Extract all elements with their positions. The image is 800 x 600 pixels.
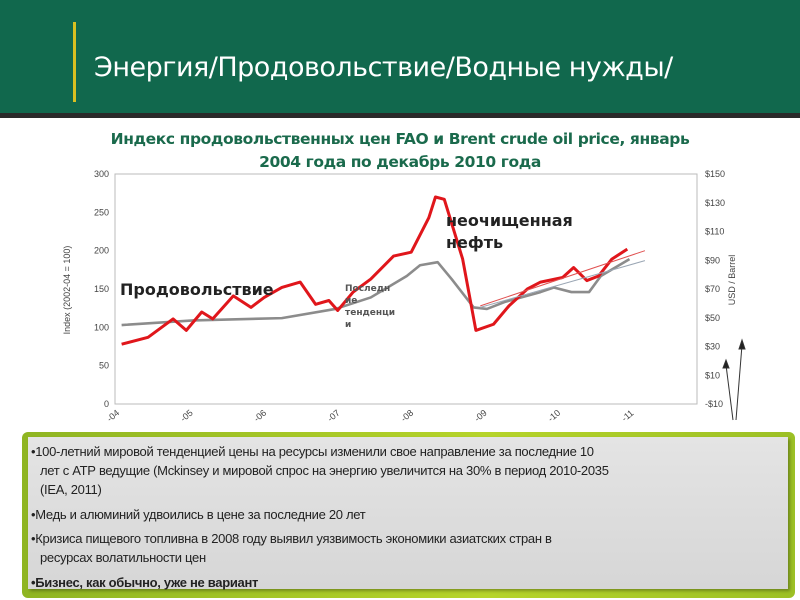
y2-axis-label: USD / Barrel — [727, 255, 737, 306]
y-tick-label: 250 — [94, 207, 109, 217]
slide-title: Энергия/Продовольствие/Водные нужды/ — [94, 52, 673, 83]
series-line-oil-trend — [480, 250, 646, 307]
y2-tick-label: $110 — [705, 227, 724, 237]
trend-annotation-line: тенденци — [345, 308, 396, 318]
series-line-food-trend — [480, 260, 646, 308]
y2-tick-label: $150 — [705, 169, 725, 179]
arrow-head — [738, 338, 746, 350]
y2-tick-label: -$10 — [705, 399, 723, 409]
bullet-2: •Медь и алюминий удвоились в цене за пос… — [31, 507, 366, 522]
x-tick-label: -04 — [105, 408, 121, 424]
y2-tick-label: $70 — [705, 284, 720, 294]
x-tick-label: -05 — [178, 408, 194, 424]
plot-frame — [114, 173, 698, 405]
y2-tick-label: $90 — [705, 255, 720, 265]
oil-annotation: неочищенная нефть — [446, 210, 573, 254]
y2-tick-label: $10 — [705, 370, 720, 380]
x-tick-label: -08 — [399, 408, 415, 424]
trend-annotation: Последн ие тенденци и — [345, 283, 395, 331]
arrow-icons — [722, 338, 746, 421]
header-divider — [0, 113, 800, 118]
trend-annotation-line: Последн — [345, 284, 391, 294]
y2-tick-label: $130 — [705, 198, 725, 208]
x-tick-label: -07 — [325, 408, 341, 424]
y2-tick-label: $50 — [705, 313, 720, 323]
x-tick-label: -09 — [472, 408, 488, 424]
chart-title-line-1: Индекс продовольственных цен FAO и Brent… — [110, 130, 690, 148]
y-tick-label: 300 — [94, 169, 109, 179]
y2-tick-label: $30 — [705, 342, 720, 352]
food-annotation: Продовольствие — [120, 280, 274, 299]
bullet-4: •Бизнес, как обычно, уже не вариант — [31, 575, 259, 590]
oil-annotation-line-1: неочищенная — [446, 211, 573, 230]
bullet-3-line-1: •Кризиса пищевого топливна в 2008 году в… — [31, 531, 552, 546]
series-line-crude-oil-brent- — [121, 195, 629, 346]
bullet-1-line-1: •100-летний мировой тенденцией цены на р… — [31, 444, 594, 459]
chart-title-line-2: 2004 года по декабрь 2010 года — [259, 153, 541, 171]
accent-bar — [73, 22, 76, 102]
trend-annotation-line: ие — [345, 296, 358, 306]
bullet-3-line-2: ресурсах волатильности цен — [40, 550, 206, 565]
y-tick-label: 150 — [94, 284, 109, 294]
y-axis-label: Index (2002-04 = 100) — [62, 246, 72, 335]
trend-annotation-line: и — [345, 320, 352, 330]
y-tick-label: 50 — [99, 361, 109, 371]
y-tick-label: 100 — [94, 322, 109, 332]
bullet-1-line-3: (IEA, 2011) — [40, 482, 102, 497]
y-tick-label: 200 — [94, 246, 109, 256]
bullet-1-line-2: лет с АТР ведущие (Mckinsey и мировой сп… — [40, 463, 609, 478]
y-tick-label: 0 — [104, 399, 109, 409]
chart-title: Индекс продовольственных цен FAO и Brent… — [70, 128, 730, 174]
x-tick-label: -11 — [620, 408, 636, 424]
notes-panel — [28, 437, 788, 589]
series-line-fao-food-price-index — [121, 257, 631, 327]
arrow-icon — [735, 344, 743, 421]
slide-header — [0, 0, 800, 113]
x-tick-label: -06 — [252, 408, 268, 424]
arrow-icon — [725, 364, 734, 421]
arrow-head — [722, 358, 730, 369]
x-tick-label: -10 — [546, 408, 562, 424]
oil-annotation-line-2: нефть — [446, 233, 504, 252]
